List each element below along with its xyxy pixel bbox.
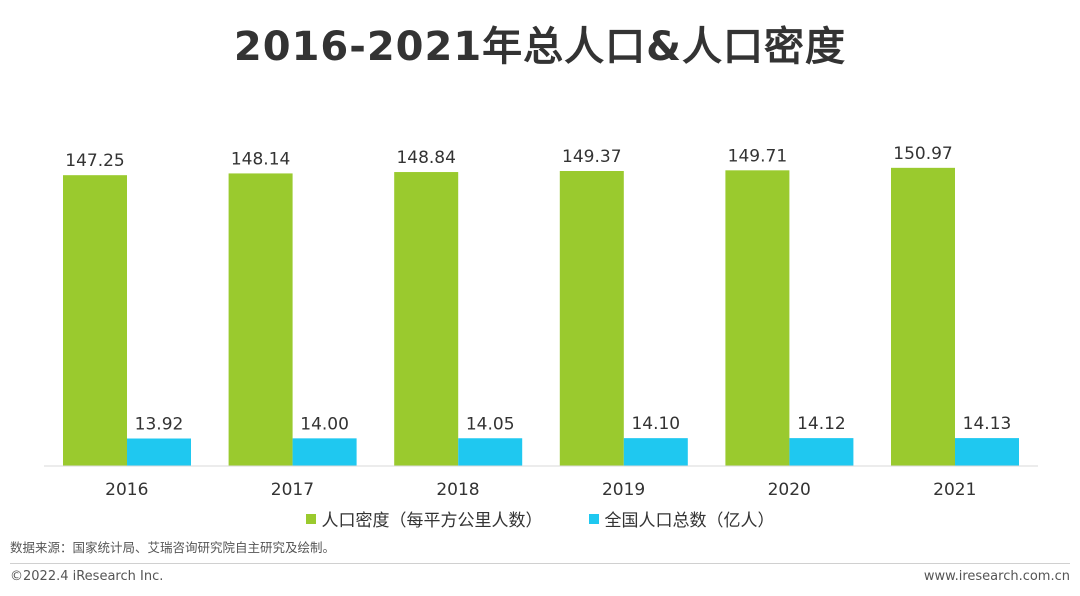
data-label-population-2016: 13.92 <box>135 415 184 435</box>
legend-swatch-population <box>588 513 599 524</box>
bar-population-2016 <box>127 438 191 466</box>
data-label-population-2018: 14.05 <box>466 414 515 434</box>
x-tick-label-2016: 2016 <box>105 480 148 500</box>
legend-swatch-density <box>305 513 316 524</box>
website-link[interactable]: www.iresearch.com.cn <box>923 569 1070 584</box>
bar-population-2019 <box>623 438 688 466</box>
footer-divider <box>10 563 1070 564</box>
bar-density-2018 <box>394 172 459 466</box>
data-label-density-2021: 150.97 <box>893 144 952 164</box>
bar-population-2020 <box>789 438 854 466</box>
data-source-note: 数据来源：国家统计局、艾瑞咨询研究院自主研究及绘制。 <box>10 540 336 555</box>
bars-group: 147.25 13.92 148.14 14.00 148.84 14.05 149.37 1… <box>63 144 1019 467</box>
data-label-population-2020: 14.12 <box>797 414 846 434</box>
bar-population-2021 <box>955 438 1019 466</box>
x-tick-label-2019: 2019 <box>602 480 645 500</box>
data-label-density-2020: 149.71 <box>728 146 787 166</box>
x-tick-label-2021: 2021 <box>933 480 976 500</box>
data-label-density-2019: 149.37 <box>562 147 621 167</box>
legend-label-density: 人口密度（每平方公里人数） <box>321 511 543 531</box>
bar-population-2018 <box>458 438 523 466</box>
bar-density-2016 <box>63 175 127 466</box>
data-label-population-2019: 14.10 <box>631 414 680 434</box>
bar-density-2021 <box>891 167 955 467</box>
legend-item-density: 人口密度（每平方公里人数） <box>305 506 543 531</box>
x-tick-label-2018: 2018 <box>436 480 479 500</box>
legend-label-population: 全国人口总数（亿人） <box>604 511 775 531</box>
bar-density-2017 <box>228 173 293 466</box>
bar-density-2020 <box>725 170 790 466</box>
bar-population-2017 <box>292 438 357 466</box>
x-tick-label-2017: 2017 <box>271 480 314 500</box>
data-label-density-2018: 148.84 <box>396 148 455 168</box>
copyright-text: ©2022.4 iResearch Inc. <box>10 569 164 584</box>
data-label-population-2017: 14.00 <box>300 414 349 434</box>
data-label-density-2016: 147.25 <box>65 151 124 171</box>
legend-item-population: 全国人口总数（亿人） <box>588 506 775 531</box>
chart-title: 2016-2021年总人口&人口密度 <box>233 24 847 70</box>
x-ticks-group: 2016 2017 2018 2019 2020 2021 <box>105 480 976 500</box>
legend: 人口密度（每平方公里人数） 全国人口总数（亿人） <box>0 506 1080 531</box>
data-label-population-2021: 14.13 <box>963 414 1012 434</box>
bar-density-2019 <box>559 170 624 466</box>
bar-chart: 147.25 13.92 148.14 14.00 148.84 14.05 149.37 1… <box>44 144 1038 500</box>
data-label-density-2017: 148.14 <box>231 149 290 169</box>
x-tick-label-2020: 2020 <box>768 480 811 500</box>
